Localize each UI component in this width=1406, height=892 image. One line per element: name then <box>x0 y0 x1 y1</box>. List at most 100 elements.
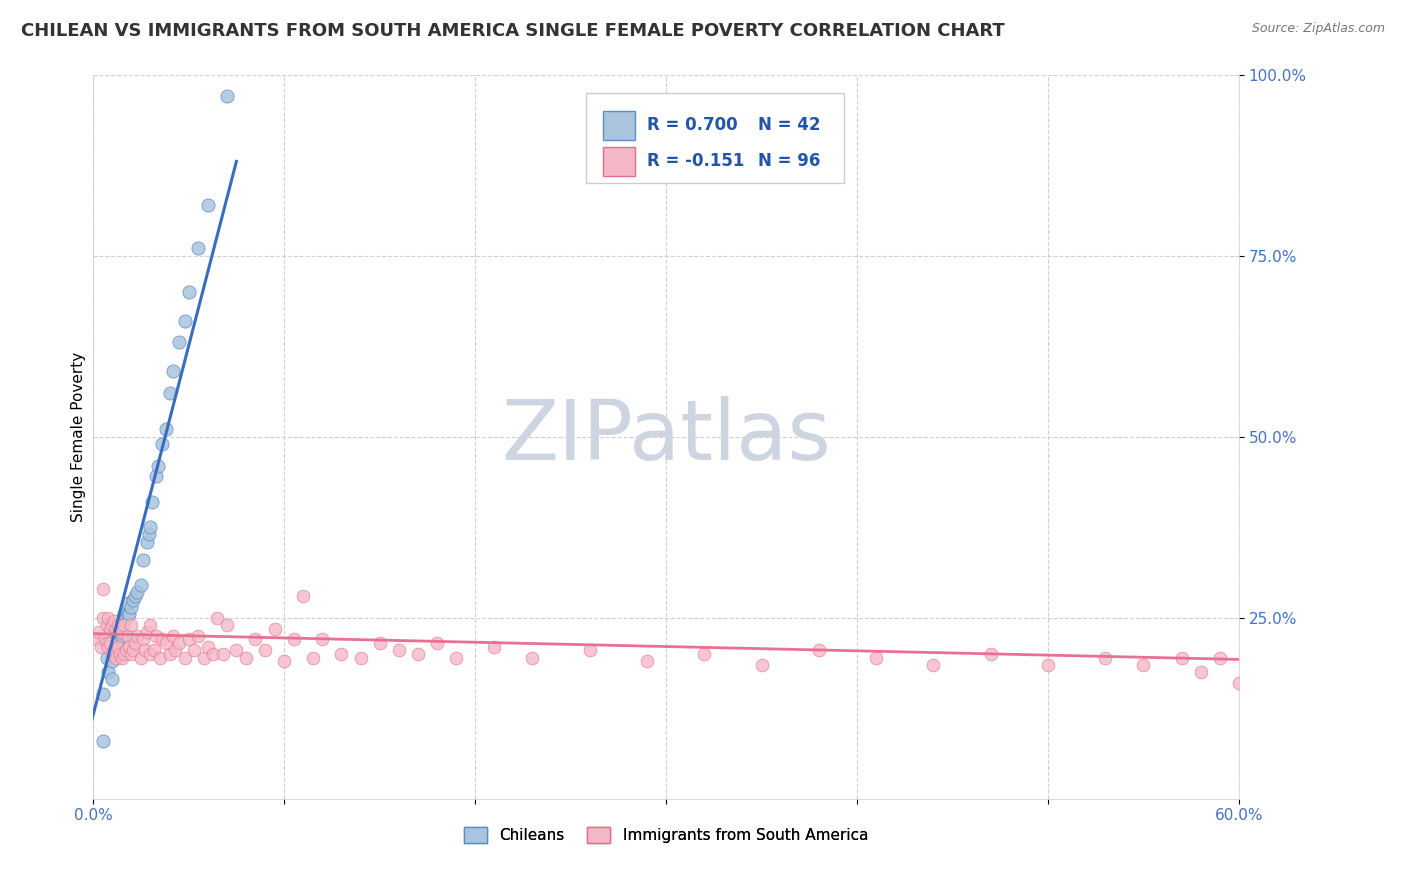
Point <box>1227 676 1250 690</box>
Point <box>97 665 120 679</box>
Point <box>292 589 315 603</box>
Point <box>103 615 125 629</box>
Point <box>122 643 145 657</box>
Point <box>129 578 152 592</box>
Point <box>330 647 353 661</box>
Point <box>177 285 200 299</box>
Point <box>1285 673 1308 687</box>
Point <box>1170 650 1192 665</box>
Point <box>693 647 716 661</box>
Point <box>162 364 184 378</box>
Point <box>108 625 131 640</box>
Point <box>159 647 181 661</box>
Point <box>124 636 146 650</box>
Text: ZIPatlas: ZIPatlas <box>501 396 831 477</box>
Point <box>107 622 129 636</box>
Point <box>263 622 285 636</box>
Point <box>86 632 108 647</box>
Point <box>101 654 124 668</box>
Point <box>129 650 152 665</box>
Point <box>162 629 184 643</box>
Point <box>159 386 181 401</box>
Point <box>91 610 114 624</box>
Point <box>105 622 128 636</box>
Point <box>91 687 114 701</box>
Point <box>107 618 129 632</box>
Point <box>215 618 238 632</box>
Point <box>135 534 157 549</box>
Text: R = -0.151: R = -0.151 <box>647 153 744 170</box>
Point <box>207 610 229 624</box>
Point <box>132 632 155 647</box>
Point <box>1265 650 1288 665</box>
Point <box>141 495 163 509</box>
Point <box>1189 665 1212 679</box>
Point <box>96 618 118 632</box>
Point <box>108 647 131 661</box>
Point <box>143 643 166 657</box>
Point <box>145 469 167 483</box>
Point <box>139 520 162 534</box>
Text: R = 0.700: R = 0.700 <box>647 116 737 134</box>
Point <box>139 618 162 632</box>
Point <box>406 647 429 661</box>
Point <box>980 647 1002 661</box>
Point <box>111 650 134 665</box>
Point <box>149 650 172 665</box>
Point <box>187 629 209 643</box>
Point <box>134 643 156 657</box>
Point <box>349 650 371 665</box>
Point <box>235 650 257 665</box>
Point <box>111 629 134 643</box>
Point <box>112 647 135 661</box>
Point <box>101 673 124 687</box>
Point <box>101 618 124 632</box>
Point <box>183 643 205 657</box>
Point <box>150 632 173 647</box>
Point <box>301 650 323 665</box>
Point <box>1132 657 1154 672</box>
Point <box>426 636 449 650</box>
Point <box>103 636 125 650</box>
Point <box>139 647 162 661</box>
Point <box>117 607 139 621</box>
Point <box>145 629 167 643</box>
Point <box>101 643 124 657</box>
Point <box>1094 650 1116 665</box>
Point <box>388 643 411 657</box>
Point <box>98 622 121 636</box>
Point <box>111 618 134 632</box>
Text: CHILEAN VS IMMIGRANTS FROM SOUTH AMERICA SINGLE FEMALE POVERTY CORRELATION CHART: CHILEAN VS IMMIGRANTS FROM SOUTH AMERICA… <box>21 22 1005 40</box>
Point <box>254 643 277 657</box>
Text: N = 96: N = 96 <box>758 153 820 170</box>
Point <box>245 632 267 647</box>
FancyBboxPatch shape <box>603 147 636 176</box>
Point <box>273 654 295 668</box>
Point <box>444 650 467 665</box>
Point <box>114 610 136 624</box>
Point <box>197 640 219 654</box>
Point <box>98 636 121 650</box>
Point <box>118 640 141 654</box>
Point <box>96 650 118 665</box>
Point <box>150 437 173 451</box>
Point <box>114 643 136 657</box>
FancyBboxPatch shape <box>603 111 636 140</box>
Point <box>101 647 124 661</box>
Y-axis label: Single Female Poverty: Single Female Poverty <box>72 351 86 522</box>
Point <box>807 643 830 657</box>
Point <box>155 422 177 436</box>
Point <box>120 647 142 661</box>
Point <box>97 640 120 654</box>
Point <box>122 592 145 607</box>
Point <box>107 636 129 650</box>
Point <box>87 625 110 640</box>
Point <box>120 599 142 614</box>
Point <box>112 618 135 632</box>
Point <box>117 596 139 610</box>
Point <box>225 643 247 657</box>
Point <box>117 629 139 643</box>
Point <box>105 647 128 661</box>
Point <box>197 198 219 212</box>
Point <box>138 527 160 541</box>
